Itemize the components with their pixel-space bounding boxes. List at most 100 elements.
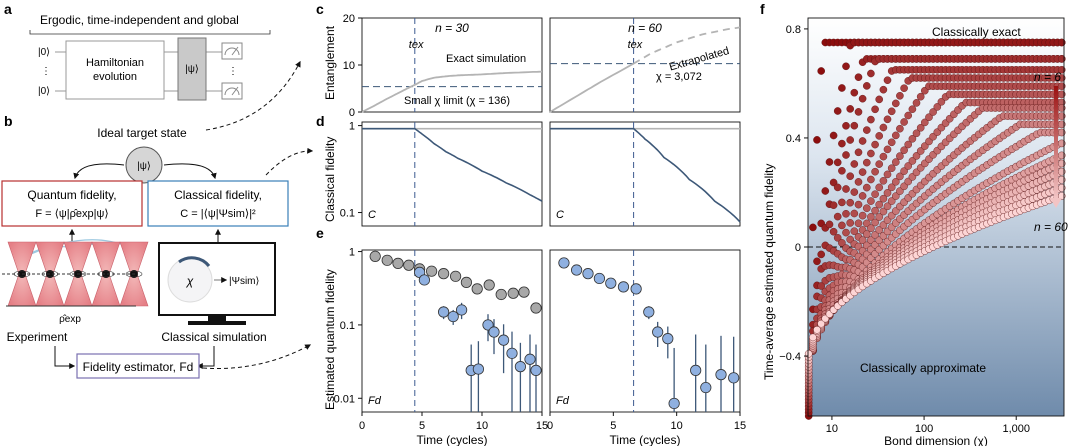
data-point-f xyxy=(863,183,871,192)
data-point-f xyxy=(833,233,842,242)
data-point-f xyxy=(825,158,834,166)
chart-frame-e-left xyxy=(361,249,543,413)
data-point-exact xyxy=(483,279,495,291)
data-point-f xyxy=(850,209,859,218)
data-point-f xyxy=(858,192,867,200)
ket0-top: |0⟩ xyxy=(38,47,50,58)
data-point-f xyxy=(883,189,892,197)
classically-exact-label: Classically exact xyxy=(932,25,1021,39)
data-point-f xyxy=(1057,55,1066,63)
monitor-base xyxy=(188,321,246,325)
ideal-target-label: Ideal target state xyxy=(97,126,187,140)
data-point-exact xyxy=(471,283,483,295)
series-line-d-left-1 xyxy=(362,127,543,202)
data-point-f xyxy=(833,212,842,221)
data-point-f xyxy=(887,183,896,192)
data-point-f xyxy=(867,213,875,221)
data-point-f xyxy=(833,183,842,192)
data-point-f xyxy=(854,148,863,157)
data-point-f xyxy=(879,194,888,203)
chart-frame-d-left xyxy=(361,121,543,227)
chi-dial-label: χ xyxy=(186,274,194,288)
y-tick-label-f: 0 xyxy=(795,242,801,254)
data-point-f xyxy=(871,218,879,227)
data-point-f xyxy=(1057,175,1066,184)
data-point-f xyxy=(842,209,850,218)
data-point-f xyxy=(1057,139,1066,148)
data-point-f xyxy=(921,118,929,127)
data-point-f xyxy=(887,107,896,116)
data-point-f xyxy=(883,202,892,211)
data-point-f xyxy=(900,118,908,126)
data-point-f xyxy=(846,172,855,180)
data-point-f xyxy=(875,183,884,192)
data-point-f xyxy=(863,204,871,212)
hamiltonian-label-1: Hamiltonian xyxy=(86,57,144,69)
estimator-label: Fidelity estimator, Fd xyxy=(83,360,194,374)
y-axis-label-d: Classical fidelity xyxy=(323,137,337,222)
data-point-f xyxy=(1057,151,1066,160)
chi-dial-arc xyxy=(178,256,211,268)
classically-approximate-label: Classically approximate xyxy=(860,361,986,375)
t-ex-label-c-left: tex xyxy=(409,39,424,51)
data-point-f xyxy=(838,221,846,230)
x-tick-label-e: 10 xyxy=(476,420,488,432)
y-tick-label-c: 20 xyxy=(343,13,355,25)
data-point-f xyxy=(883,76,892,84)
qf-formula: F = ⟨ψ|ρ̂exp|ψ⟩ xyxy=(35,208,108,220)
x-axis-label-e-right: Time (cycles) xyxy=(610,433,681,446)
x-tick-label-f: 10 xyxy=(826,423,838,435)
classical-simulation-label: Classical simulation xyxy=(161,330,266,344)
data-point-f xyxy=(846,105,855,113)
data-point-f xyxy=(896,172,904,181)
fidelity-estimator-box xyxy=(76,353,200,379)
measure-icon-dial xyxy=(224,46,240,56)
chart-frame-f xyxy=(807,17,1065,417)
panel-label-a: a xyxy=(4,1,12,17)
measure-icon-dial xyxy=(224,86,240,96)
data-point-f xyxy=(867,224,875,232)
data-point-exact xyxy=(425,265,438,277)
data-point-blue xyxy=(506,347,518,359)
data-point-f xyxy=(817,67,826,75)
data-point-f xyxy=(829,131,838,140)
data-point-f xyxy=(896,152,904,160)
data-point-f xyxy=(875,226,884,234)
data-point-blue xyxy=(570,264,583,276)
data-point-f xyxy=(838,166,846,175)
data-point-f xyxy=(896,92,904,100)
data-point-f xyxy=(1057,128,1066,137)
data-point-f xyxy=(1057,82,1066,90)
data-point-f xyxy=(854,219,863,228)
chart-title-c-left: n = 30 xyxy=(435,21,469,35)
data-point-exact xyxy=(495,288,507,301)
data-point-exact xyxy=(369,250,381,262)
data-point-exact xyxy=(381,254,393,266)
y-tick-label-c: 10 xyxy=(343,60,355,72)
connector-to-c xyxy=(205,60,301,131)
data-point-f xyxy=(817,282,826,290)
data-point-f xyxy=(916,92,925,101)
data-point-f xyxy=(883,170,892,179)
y-tick-label-d: 0.1 xyxy=(340,208,355,220)
data-point-f xyxy=(863,126,871,134)
n-arrow-shaft xyxy=(1054,86,1058,198)
data-point-blue xyxy=(668,397,680,410)
data-point-blue xyxy=(472,363,484,375)
data-point-f xyxy=(838,139,846,148)
data-point-f xyxy=(850,188,859,196)
y-axis-label-f: Time-average estimated quantum fidelity xyxy=(762,164,776,380)
data-point-f xyxy=(1057,112,1066,120)
data-point-f xyxy=(892,192,900,200)
data-point-blue xyxy=(630,283,642,295)
data-point-f xyxy=(829,201,838,209)
data-point-f xyxy=(842,62,850,71)
data-point-f xyxy=(1057,90,1066,99)
y-axis-label-e: Estimated quantum fidelity xyxy=(323,269,337,410)
data-point-f xyxy=(871,167,879,176)
data-point-f xyxy=(829,178,838,187)
ket0-bottom: |0⟩ xyxy=(38,86,50,97)
data-point-f xyxy=(846,198,855,207)
measure-icon xyxy=(221,42,243,60)
